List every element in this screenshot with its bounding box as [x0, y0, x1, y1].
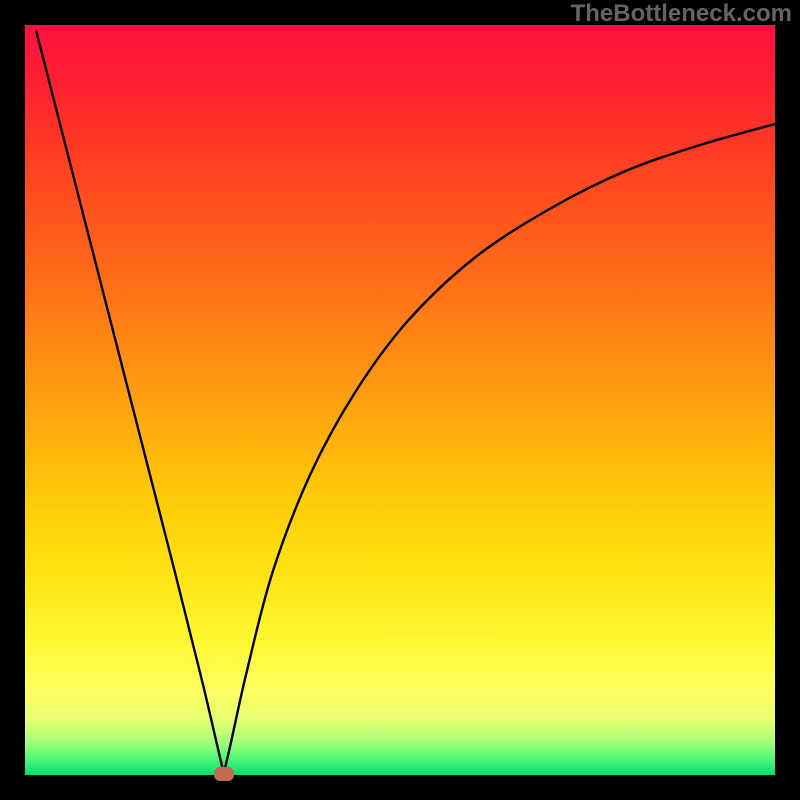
chart-canvas: TheBottleneck.com — [0, 0, 800, 800]
plot-area — [25, 25, 775, 775]
optimal-point-marker — [214, 767, 234, 781]
watermark-label: TheBottleneck.com — [571, 0, 792, 28]
bottleneck-curve — [25, 25, 775, 775]
